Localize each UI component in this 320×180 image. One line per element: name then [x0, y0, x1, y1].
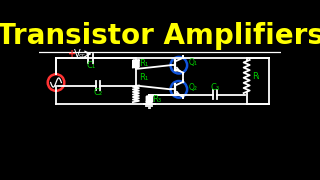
Text: R₃: R₃ [152, 95, 162, 104]
Text: Q₁: Q₁ [188, 58, 197, 68]
Text: C₁: C₁ [86, 61, 95, 70]
Text: cc: cc [78, 53, 85, 58]
Text: R₁: R₁ [140, 73, 149, 82]
Text: R₁: R₁ [140, 59, 149, 68]
Text: Transistor Amplifiers: Transistor Amplifiers [0, 22, 320, 50]
Text: Q₂: Q₂ [188, 83, 198, 92]
Text: Rₗ: Rₗ [252, 72, 259, 81]
Text: +: + [68, 49, 76, 59]
Text: C₃: C₃ [211, 83, 220, 92]
Text: C₂: C₂ [94, 88, 103, 97]
Text: V: V [74, 49, 80, 59]
